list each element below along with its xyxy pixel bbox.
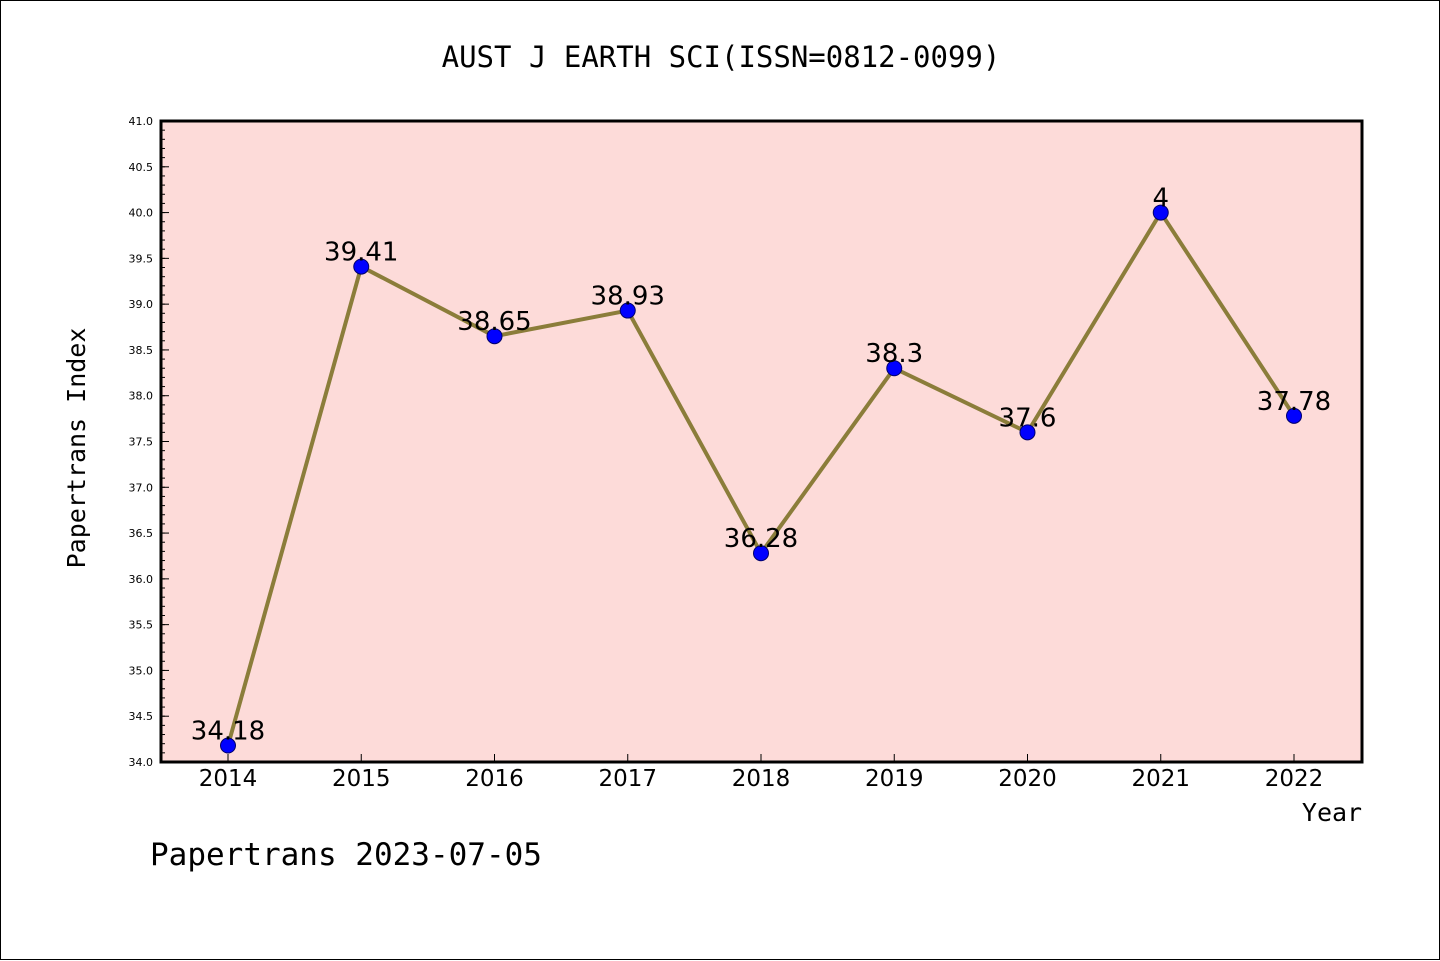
y-tick-label: 36.5 xyxy=(129,527,154,540)
data-label: 4 xyxy=(1152,184,1169,214)
x-axis-label: Year xyxy=(1302,798,1362,827)
x-tick-label: 2016 xyxy=(465,766,524,792)
y-tick-label: 35.5 xyxy=(129,619,154,632)
y-tick-label: 36.0 xyxy=(129,573,154,586)
data-label: 38.65 xyxy=(457,307,531,337)
y-tick-label: 34.5 xyxy=(129,710,154,723)
data-point xyxy=(1152,204,1169,221)
x-tick-label: 2021 xyxy=(1131,766,1190,792)
x-tick-label: 2020 xyxy=(998,766,1057,792)
y-axis-label: Papertrans Index xyxy=(62,328,91,569)
footer-note: Papertrans 2023-07-05 xyxy=(150,837,542,873)
plot-area xyxy=(161,121,1362,762)
chart-title: AUST J EARTH SCI(ISSN=0812-0099) xyxy=(442,40,1001,74)
x-tick-label: 2019 xyxy=(865,766,924,792)
y-tick-label: 41.0 xyxy=(129,115,154,128)
y-tick-label: 39.5 xyxy=(129,252,154,265)
plot-border xyxy=(159,119,1364,764)
y-tick-label: 35.0 xyxy=(129,664,154,677)
data-point xyxy=(619,302,636,319)
y-tick-label: 34.0 xyxy=(129,756,154,769)
y-tick-label: 40.5 xyxy=(129,161,154,174)
y-tick-label: 38.5 xyxy=(129,344,154,357)
y-tick-label: 39.0 xyxy=(129,298,154,311)
data-point xyxy=(353,258,370,275)
y-tick-label: 40.0 xyxy=(129,207,154,220)
data-point xyxy=(886,360,903,377)
data-label: 38.3 xyxy=(865,339,923,369)
y-tick-label: 37.5 xyxy=(129,436,154,449)
data-point xyxy=(753,545,769,562)
x-tick-label: 2017 xyxy=(598,766,657,792)
data-point xyxy=(1019,424,1036,441)
y-tick-label: 38.0 xyxy=(129,390,154,403)
x-tick-label: 2018 xyxy=(732,766,791,792)
data-label: 38.93 xyxy=(591,282,665,312)
data-label: 37.78 xyxy=(1257,387,1331,417)
data-point xyxy=(486,328,503,345)
y-tick-label: 37.0 xyxy=(129,481,154,494)
x-tick-label: 2022 xyxy=(1265,766,1324,792)
data-point xyxy=(220,737,236,754)
data-label: 37.6 xyxy=(999,403,1057,433)
data-label: 34.18 xyxy=(191,717,265,747)
x-tick-label: 2015 xyxy=(332,766,391,792)
data-label: 36.28 xyxy=(724,524,798,554)
x-tick-label: 2014 xyxy=(199,766,258,792)
data-point xyxy=(1286,407,1302,424)
y-axis: 34.0 34.5 35.0 35.5 36.0 36.5 37.0 37.5 38.0 38.5… xyxy=(129,115,169,769)
series-layer: 34.18 39.41 38.65 38.93 36.28 38.3 37.6 4 37.78 xyxy=(191,184,1331,754)
x-axis: 2014 2015 2016 2017 2018 2019 2020 2021 2022 xyxy=(199,754,1324,792)
data-label: 39.41 xyxy=(324,238,398,268)
